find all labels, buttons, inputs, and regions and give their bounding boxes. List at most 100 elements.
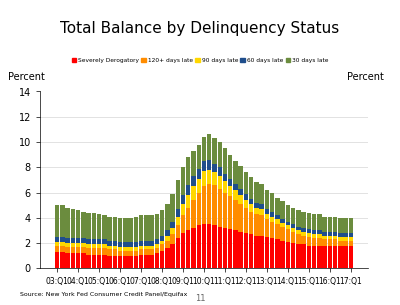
Bar (244, 194, 248, 200)
Bar (254, 235, 259, 268)
Bar (238, 232, 243, 268)
Bar (144, 215, 148, 241)
Bar (202, 224, 206, 268)
Legend: Severely Derogatory, 120+ days late, 90 days late, 60 days late, 30 days late: Severely Derogatory, 120+ days late, 90 … (72, 58, 328, 63)
Bar (181, 215, 185, 233)
Bar (60, 205, 65, 237)
Bar (302, 235, 306, 244)
Bar (307, 213, 311, 229)
Bar (333, 246, 337, 268)
Bar (286, 205, 290, 222)
Bar (296, 227, 301, 231)
Bar (338, 237, 343, 241)
Bar (233, 231, 238, 268)
Bar (107, 217, 112, 241)
Bar (317, 231, 322, 234)
Bar (291, 243, 295, 268)
Bar (128, 242, 133, 247)
Bar (212, 138, 217, 163)
Bar (312, 238, 316, 246)
Bar (317, 214, 322, 231)
Bar (65, 238, 70, 243)
Bar (165, 235, 170, 241)
Bar (291, 232, 295, 243)
Bar (86, 213, 91, 239)
Bar (228, 196, 232, 229)
Bar (270, 217, 274, 222)
Bar (81, 247, 86, 253)
Bar (170, 244, 175, 268)
Bar (186, 195, 190, 208)
Bar (154, 214, 159, 239)
Bar (102, 239, 106, 244)
Bar (254, 182, 259, 203)
Bar (307, 246, 311, 268)
Bar (328, 246, 332, 268)
Bar (218, 227, 222, 268)
Bar (249, 199, 254, 204)
Bar (349, 233, 353, 237)
Bar (260, 204, 264, 209)
Bar (333, 217, 337, 232)
Bar (154, 248, 159, 253)
Bar (55, 237, 59, 242)
Bar (265, 190, 269, 209)
Bar (228, 179, 232, 186)
Bar (322, 235, 327, 239)
Bar (128, 256, 133, 268)
Bar (291, 208, 295, 224)
Bar (196, 169, 201, 179)
Text: Percent: Percent (8, 72, 45, 82)
Bar (280, 201, 285, 219)
Bar (113, 217, 117, 241)
Bar (76, 253, 80, 268)
Text: Source: New York Fed Consumer Credit Panel/Equifax: Source: New York Fed Consumer Credit Pan… (20, 292, 187, 297)
Bar (260, 215, 264, 235)
Bar (60, 242, 65, 246)
Bar (291, 224, 295, 228)
Bar (191, 200, 196, 228)
Bar (249, 204, 254, 212)
Bar (254, 203, 259, 208)
Bar (280, 223, 285, 227)
Bar (207, 170, 212, 184)
Bar (296, 231, 301, 234)
Bar (223, 148, 227, 174)
Bar (343, 233, 348, 237)
Bar (349, 237, 353, 241)
Bar (286, 242, 290, 268)
Bar (343, 237, 348, 241)
Bar (71, 243, 75, 247)
Bar (97, 239, 101, 244)
Bar (97, 244, 101, 248)
Bar (113, 256, 117, 268)
Bar (76, 238, 80, 243)
Bar (312, 234, 316, 238)
Bar (154, 253, 159, 268)
Bar (86, 244, 91, 248)
Bar (102, 215, 106, 239)
Bar (71, 238, 75, 243)
Bar (228, 229, 232, 268)
Bar (186, 157, 190, 185)
Bar (302, 244, 306, 268)
Bar (196, 179, 201, 192)
Bar (233, 200, 238, 231)
Bar (55, 205, 59, 237)
Bar (107, 241, 112, 246)
Bar (181, 195, 185, 204)
Bar (322, 232, 327, 235)
Bar (113, 246, 117, 249)
Bar (92, 213, 96, 239)
Bar (328, 217, 332, 232)
Bar (160, 251, 164, 268)
Bar (338, 218, 343, 233)
Bar (181, 233, 185, 268)
Bar (275, 215, 280, 219)
Bar (286, 222, 290, 225)
Bar (302, 212, 306, 228)
Bar (107, 249, 112, 256)
Bar (260, 184, 264, 204)
Bar (218, 142, 222, 167)
Bar (86, 254, 91, 268)
